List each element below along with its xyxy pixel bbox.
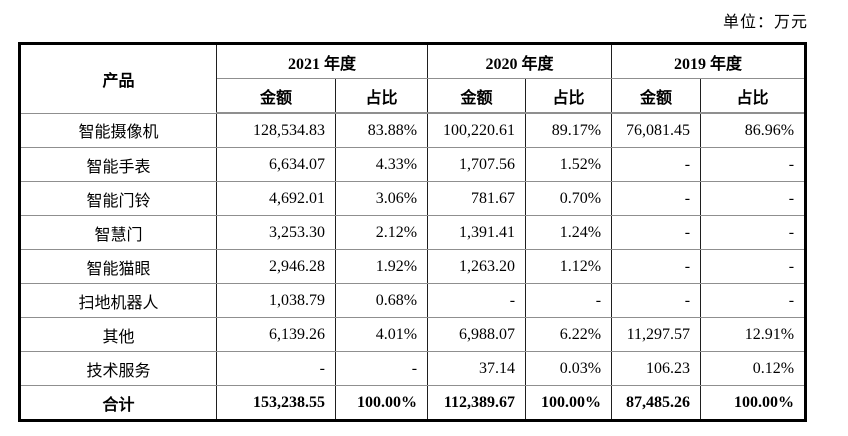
product-cell: 智能门铃 (19, 181, 217, 216)
amount-cell: 153,238.55 (216, 385, 336, 421)
share-cell: 4.01% (334, 317, 429, 352)
share-cell: - (700, 283, 807, 318)
subheader-row: 金额 占比 金额 占比 金额 占比 (20, 78, 807, 114)
table-row: 智能猫眼 2,946.28 1.92% 1,263.20 1.12% - - (19, 249, 807, 284)
share-cell: 12.91% (700, 317, 807, 352)
product-cell: 技术服务 (19, 351, 217, 386)
share-cell: 1.92% (334, 249, 429, 284)
amount-cell: 4,692.01 (216, 181, 336, 216)
amount-cell: 1,707.56 (427, 147, 527, 182)
share-cell: 1.52% (525, 147, 613, 182)
amount-cell: 1,038.79 (216, 283, 336, 318)
share-cell: 0.70% (525, 181, 613, 216)
amount-cell: - (611, 181, 702, 216)
table-row: 扫地机器人 1,038.79 0.68% - - - - (19, 283, 807, 318)
product-cell: 合计 (19, 385, 217, 421)
share-cell: 89.17% (525, 112, 613, 148)
year-header-row: 产品 2021 年度 2020 年度 2019 年度 (19, 43, 807, 114)
amount-cell: 6,139.26 (216, 317, 336, 352)
share-cell: 1.24% (525, 215, 613, 250)
share-cell: 0.12% (700, 351, 807, 386)
col-header-year-2020: 2020 年度 (427, 43, 613, 79)
share-cell: 86.96% (700, 112, 807, 148)
amount-cell: - (611, 249, 702, 284)
amount-cell: 11,297.57 (611, 317, 702, 352)
amount-cell: - (611, 283, 702, 318)
amount-cell: 128,534.83 (216, 112, 336, 148)
total-row: 合计 153,238.55 100.00% 112,389.67 100.00% 87,4… (19, 385, 807, 421)
col-header-year-2021: 2021 年度 (215, 43, 429, 79)
share-cell: 6.22% (525, 317, 613, 352)
amount-cell: - (611, 147, 702, 182)
amount-cell: 76,081.45 (611, 112, 702, 148)
share-cell: - (700, 215, 807, 250)
col-header-amount-2020: 金额 (427, 78, 527, 114)
amount-cell: 37.14 (427, 351, 527, 386)
share-cell: 0.68% (334, 283, 429, 318)
amount-cell: 106.23 (611, 351, 702, 386)
share-cell: - (700, 249, 807, 284)
share-cell: - (525, 283, 613, 318)
amount-cell: - (611, 215, 702, 250)
share-cell: 1.12% (525, 249, 613, 284)
share-cell: - (700, 181, 807, 216)
share-cell: 100.00% (525, 385, 613, 421)
share-cell: - (334, 351, 429, 386)
amount-cell: 87,485.26 (611, 385, 702, 421)
table-row: 智能手表 6,634.07 4.33% 1,707.56 1.52% - - (19, 147, 807, 182)
col-header-product: 产品 (19, 43, 217, 114)
amount-cell: 1,263.20 (427, 249, 527, 284)
table-row: 智能门铃 4,692.01 3.06% 781.67 0.70% - - (19, 181, 807, 216)
amount-cell: 6,634.07 (216, 147, 336, 182)
share-cell: 3.06% (334, 181, 429, 216)
amount-cell: 112,389.67 (427, 385, 527, 421)
table-row: 其他 6,139.26 4.01% 6,988.07 6.22% 11,297.57 12.… (19, 317, 807, 352)
amount-cell: 3,253.30 (216, 215, 336, 250)
share-cell: - (700, 147, 807, 182)
amount-cell: 781.67 (427, 181, 527, 216)
amount-cell: 100,220.61 (427, 112, 527, 148)
product-cell: 智能猫眼 (19, 249, 217, 284)
col-header-year-2019: 2019 年度 (611, 43, 807, 79)
unit-label: 单位：万元 (722, 14, 808, 31)
share-cell: 0.03% (525, 351, 613, 386)
amount-cell: - (427, 283, 527, 318)
product-cell: 扫地机器人 (19, 283, 217, 318)
product-cell: 其他 (19, 317, 217, 352)
product-cell: 智能手表 (19, 147, 217, 182)
table-row: 智能摄像机 128,534.83 83.88% 100,220.61 89.17% 76,… (19, 112, 807, 148)
col-header-share-2021: 占比 (334, 78, 429, 114)
table-body: 智能摄像机 128,534.83 83.88% 100,220.61 89.17% 76,… (19, 112, 807, 421)
col-header-share-2019: 占比 (700, 78, 807, 114)
amount-cell: 2,946.28 (216, 249, 336, 284)
col-header-amount-2021: 金额 (216, 78, 336, 114)
col-header-amount-2019: 金额 (611, 78, 702, 114)
share-cell: 4.33% (334, 147, 429, 182)
amount-cell: - (216, 351, 336, 386)
product-cell: 智慧门 (19, 215, 217, 250)
share-cell: 100.00% (700, 385, 807, 421)
share-cell: 83.88% (334, 112, 429, 148)
product-cell: 智能摄像机 (19, 112, 217, 148)
col-header-share-2020: 占比 (525, 78, 613, 114)
share-cell: 100.00% (334, 385, 429, 421)
amount-cell: 1,391.41 (427, 215, 527, 250)
share-cell: 2.12% (334, 215, 429, 250)
product-revenue-table: 产品 2021 年度 2020 年度 2019 年度 金额 占比 金额 占比 金… (18, 42, 808, 422)
table-row: 技术服务 - -37.14 0.03% 106.23 0.12% (19, 351, 807, 386)
table-row: 智慧门 3,253.30 2.12% 1,391.41 1.24% - - (19, 215, 807, 250)
amount-cell: 6,988.07 (427, 317, 527, 352)
